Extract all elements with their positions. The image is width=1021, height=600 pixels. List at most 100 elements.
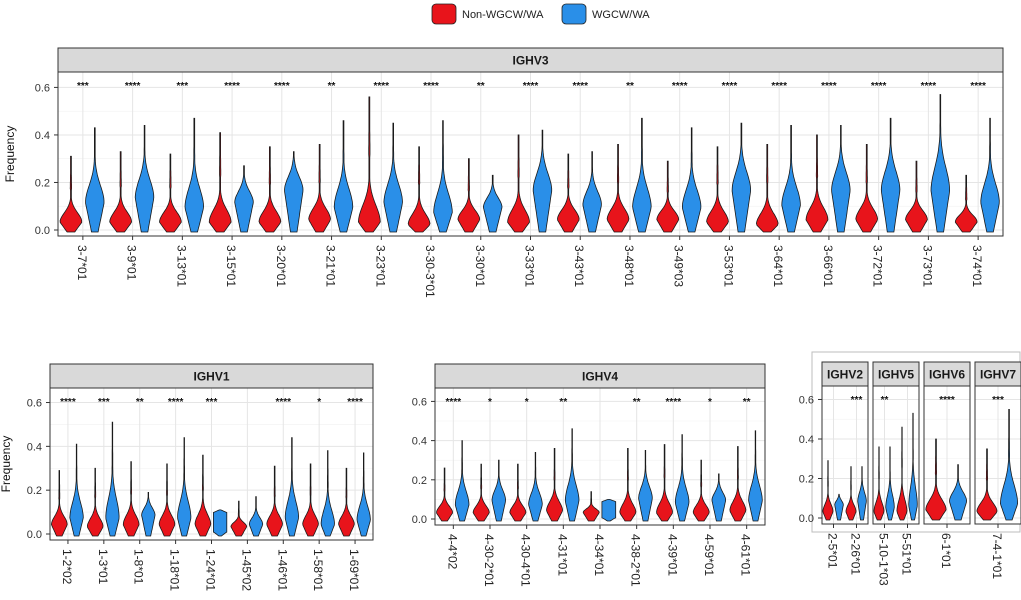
violin-wgcw-1-58*01 — [320, 450, 335, 537]
significance-label: *** — [176, 81, 188, 92]
violin-wgcw-3-64*01 — [781, 125, 801, 233]
facet-panel-ighv2: 2-5*01 *** 2-26*01 IGHV2 0.0 0.2 0.4 0.6 — [799, 361, 869, 575]
y-tick-label: 0.4 — [35, 130, 50, 142]
violin-wgcw-3-13*01 — [184, 117, 205, 233]
significance-label: **** — [722, 81, 738, 92]
category-label: 4-4*02 — [445, 534, 459, 570]
significance-label: **** — [374, 81, 390, 92]
facet-title: IGHV1 — [193, 370, 229, 384]
violin-non-3-15*01 — [208, 132, 232, 233]
violin-wgcw-3-23*01 — [383, 122, 403, 233]
category-label: 1-3*01 — [96, 549, 110, 585]
significance-label: ** — [477, 81, 485, 92]
category-label: 3-21*01 — [324, 245, 338, 287]
facet-panel-ighv1: ****1-2*02***1-3*01**1-8*01****1-18*01**… — [0, 363, 374, 591]
violin-non-3-9*01 — [109, 151, 133, 233]
violin-wgcw-7-4-1*01 — [999, 409, 1019, 521]
violin-non-1-69*01 — [338, 467, 355, 537]
facet-panel-ighv7: *** 7-4-1*01 IGHV7 — [974, 361, 1021, 579]
significance-label: * — [708, 397, 712, 408]
violin-wgcw-3-30*01 — [482, 174, 503, 233]
category-label: 4-59*01 — [702, 534, 716, 576]
violin-non-3-20*01 — [258, 146, 282, 233]
violin-non-4-39*01 — [656, 444, 673, 522]
y-axis-title: Frequency — [0, 436, 13, 493]
facet-title: IGHV2 — [827, 368, 863, 382]
violin-non-1-46*01 — [266, 465, 283, 537]
y-tick-label: 0.2 — [412, 475, 427, 487]
violin-non-6-1*01 — [925, 438, 947, 521]
category-label: 3-15*01 — [224, 245, 238, 287]
category-label: 3-33*01 — [523, 245, 537, 287]
significance-label: **** — [871, 81, 887, 92]
violin-non-3-72*01 — [855, 144, 879, 233]
significance-label: **** — [970, 81, 986, 92]
violin-wgcw-6-1*01 — [949, 464, 968, 521]
violin-non-2-5*01 — [822, 460, 834, 521]
category-label: 1-8*01 — [132, 549, 146, 585]
y-tick-label: 0.0 — [35, 225, 50, 237]
y-axis-title: Frequency — [3, 126, 17, 183]
category-label: 3-66*01 — [821, 245, 835, 287]
violin-wgcw-1-24*01 — [213, 509, 228, 537]
violin-wgcw-5-10-1*03 — [885, 446, 895, 521]
category-label: 1-46*01 — [275, 549, 289, 591]
facet-title: IGHV4 — [582, 370, 618, 384]
category-label: 2-5*01 — [826, 533, 840, 569]
category-label: 3-20*01 — [274, 245, 288, 287]
facet-strip — [434, 363, 766, 389]
facet-strip — [57, 47, 1004, 73]
category-label: 3-72*01 — [871, 245, 885, 287]
legend-label: Non-WGCW/WA — [462, 9, 544, 21]
significance-label: **** — [423, 81, 439, 92]
significance-label: *** — [77, 81, 89, 92]
facet-strip — [872, 361, 920, 387]
violin-non-1-8*01 — [122, 461, 140, 537]
violin-non-3-7*01 — [59, 155, 83, 233]
category-label: 1-18*01 — [168, 549, 182, 591]
violin-non-4-31*01 — [546, 448, 564, 522]
significance-label: * — [317, 397, 321, 408]
category-label: 3-13*01 — [174, 245, 188, 287]
violin-wgcw-1-8*01 — [141, 492, 156, 537]
violin-non-3-64*01 — [755, 144, 779, 233]
violin-wgcw-4-30-2*01 — [491, 459, 507, 522]
facet-panel-ighv5: ** 5-10-1*03 5-51*01 IGHV5 — [872, 361, 920, 586]
significance-label: * — [525, 397, 529, 408]
violin-wgcw-1-2*02 — [69, 443, 84, 537]
violin-wgcw-3-15*01 — [234, 165, 254, 233]
significance-label: **** — [666, 397, 682, 408]
category-label: 4-30-4*01 — [519, 534, 533, 587]
violin-wgcw-2-5*01 — [834, 493, 844, 521]
significance-label: **** — [939, 395, 955, 406]
violin-non-4-4*02 — [436, 467, 453, 522]
violin-wgcw-3-33*01 — [532, 129, 553, 233]
category-label: 4-30-2*01 — [482, 534, 496, 587]
facet-panel-ighv6: **** 6-1*01 IGHV6 — [923, 361, 971, 569]
facet-strip — [974, 361, 1021, 387]
legend-item: WGCW/WA — [561, 3, 650, 25]
violin-wgcw-3-74*01 — [980, 117, 1000, 233]
significance-label: ** — [328, 81, 336, 92]
violin-wgcw-5-51*01 — [908, 412, 918, 521]
significance-label: **** — [224, 81, 240, 92]
significance-label: **** — [672, 81, 688, 92]
significance-label: **** — [60, 397, 76, 408]
significance-label: *** — [851, 395, 863, 406]
category-label: 3-30-3*01 — [423, 245, 437, 298]
violin-wgcw-4-31*01 — [564, 428, 580, 522]
y-tick-label: 0.0 — [412, 514, 427, 526]
facet-strip — [923, 361, 971, 387]
violin-wgcw-3-21*01 — [333, 120, 354, 233]
significance-label: **** — [572, 81, 588, 92]
violin-wgcw-1-46*01 — [284, 437, 300, 537]
violin-non-3-21*01 — [308, 144, 331, 233]
y-tick-label: 0.6 — [412, 396, 427, 408]
facet-title: IGHV6 — [929, 368, 965, 382]
y-tick-label: 0.6 — [35, 82, 50, 94]
violin-non-2-26*01 — [845, 466, 857, 521]
violin-non-3-73*01 — [905, 160, 928, 233]
violin-non-1-24*01 — [194, 454, 212, 537]
significance-label: **** — [274, 81, 290, 92]
